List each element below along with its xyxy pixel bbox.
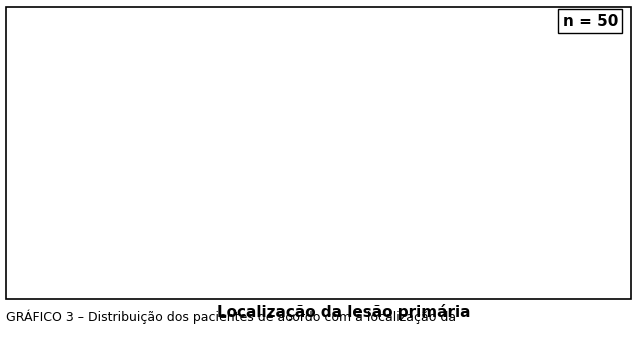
Bar <box>381 182 441 227</box>
Text: 9 (18%): 9 (18%) <box>518 170 573 184</box>
Text: n = 50: n = 50 <box>562 14 618 29</box>
Y-axis label: Nº de pacientes: Nº de pacientes <box>42 83 56 193</box>
Bar <box>112 120 173 227</box>
Text: 24 (48%): 24 (48%) <box>111 103 175 117</box>
Text: 7 (14%): 7 (14%) <box>250 179 304 193</box>
Bar <box>515 187 576 227</box>
Bar <box>247 196 307 227</box>
Text: 10 (20%): 10 (20%) <box>380 166 443 180</box>
X-axis label: Localização da lesão primária: Localização da lesão primária <box>217 304 471 321</box>
Text: GRÁFICO 3 – Distribuição dos pacientes de acordo com a localização da: GRÁFICO 3 – Distribuição dos pacientes d… <box>6 310 457 324</box>
